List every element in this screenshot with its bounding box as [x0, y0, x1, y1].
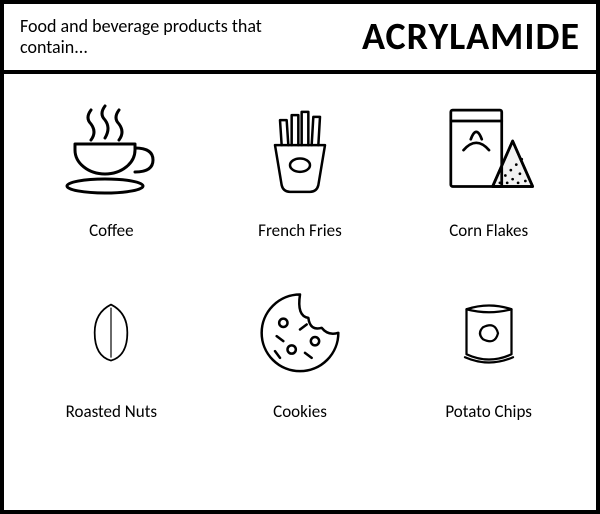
cookie-icon [235, 277, 365, 387]
item-cookies: Cookies [211, 277, 390, 422]
header: Food and beverage products that contain.… [4, 4, 596, 74]
header-title: ACRYLAMIDE [300, 14, 580, 60]
item-label: Cookies [273, 401, 327, 422]
roasted-nut-icon [46, 277, 176, 387]
item-label: Potato Chips [445, 401, 532, 422]
body: Coffee French Fries [4, 74, 596, 432]
french-fries-icon [235, 96, 365, 206]
item-label: Corn Flakes [449, 220, 528, 241]
item-corn-flakes: Corn Flakes [399, 96, 578, 241]
corn-flakes-icon [424, 96, 554, 206]
header-subtitle: Food and beverage products that contain.… [20, 16, 300, 57]
items-grid: Coffee French Fries [22, 96, 578, 422]
item-french-fries: French Fries [211, 96, 390, 241]
item-roasted-nuts: Roasted Nuts [22, 277, 201, 422]
item-coffee: Coffee [22, 96, 201, 241]
item-label: French Fries [258, 220, 342, 241]
potato-chips-icon [424, 277, 554, 387]
item-label: Coffee [89, 220, 133, 241]
coffee-cup-icon [46, 96, 176, 206]
item-label: Roasted Nuts [66, 401, 157, 422]
infographic-frame: Food and beverage products that contain.… [0, 0, 600, 514]
item-potato-chips: Potato Chips [399, 277, 578, 422]
